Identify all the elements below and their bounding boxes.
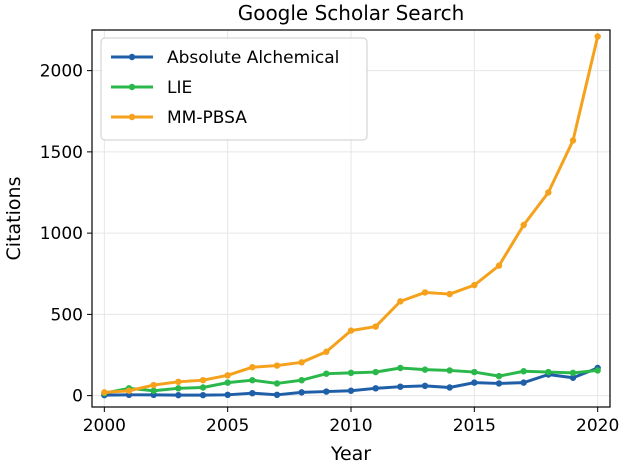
data-point (446, 367, 453, 374)
data-point (372, 385, 379, 392)
x-tick-label: 2005 (206, 416, 249, 436)
data-point (372, 323, 379, 330)
y-tick-label: 1000 (40, 224, 83, 244)
y-tick-label: 1500 (40, 143, 83, 163)
series-mm-pbsa (101, 33, 601, 396)
legend-item: LIE (111, 78, 192, 98)
data-point (224, 372, 231, 379)
data-point (545, 189, 552, 196)
x-tick-label: 2000 (83, 416, 126, 436)
data-point (298, 376, 305, 384)
data-point (520, 379, 527, 386)
data-point (273, 391, 281, 399)
x-tick-label: 2020 (576, 416, 619, 436)
y-axis-ticks: 0 500 1000 1500 2000 (40, 62, 92, 407)
data-point (175, 385, 182, 392)
data-point (446, 384, 453, 391)
legend-item: Absolute Alchemical (111, 48, 339, 68)
data-point (298, 389, 305, 396)
data-point (347, 327, 355, 334)
data-point (397, 364, 404, 372)
x-tick-label: 2010 (329, 416, 372, 436)
data-point (224, 379, 231, 386)
legend-label: Absolute Alchemical (167, 48, 339, 68)
legend-box (100, 37, 368, 141)
data-point (199, 391, 207, 399)
x-axis-label: Year (330, 443, 371, 464)
data-point (569, 137, 577, 144)
data-point (446, 290, 453, 298)
data-point (471, 368, 478, 376)
data-point (199, 384, 207, 391)
data-point (520, 368, 527, 375)
data-point (397, 298, 404, 305)
data-point (594, 33, 601, 40)
data-point (421, 289, 429, 296)
legend-item: MM-PBSA (111, 108, 247, 128)
legend: Absolute Alchemical LIE MM-PBSA (100, 37, 368, 141)
y-tick-label: 2000 (40, 62, 83, 82)
data-point (347, 369, 355, 377)
data-point (495, 262, 503, 269)
legend-label: MM-PBSA (167, 108, 247, 128)
data-point (298, 359, 305, 366)
data-point (594, 367, 601, 374)
data-point (199, 376, 207, 384)
data-point (471, 281, 478, 289)
data-point (421, 366, 429, 373)
data-point (323, 348, 330, 355)
data-point (569, 374, 577, 381)
data-point (372, 368, 379, 376)
series-group (101, 33, 601, 399)
data-point (150, 381, 157, 389)
data-point (520, 221, 527, 229)
data-point (323, 388, 330, 395)
data-point (421, 382, 429, 390)
data-point (471, 379, 478, 386)
legend-swatch-marker (128, 53, 136, 61)
legend-label: LIE (167, 78, 192, 98)
data-point (175, 391, 182, 399)
legend-swatch-marker (128, 113, 136, 121)
data-point (545, 368, 552, 376)
y-axis-label: Citations (3, 177, 25, 261)
data-point (397, 383, 404, 390)
data-point (495, 380, 503, 387)
data-point (569, 369, 577, 377)
data-point (175, 378, 182, 386)
data-point (150, 387, 157, 394)
data-point (323, 370, 330, 377)
data-point (273, 362, 281, 369)
chart-title: Google Scholar Search (238, 1, 465, 25)
series-lie (101, 364, 601, 397)
x-axis-ticks: 2000 2005 2010 2015 2020 (83, 407, 619, 436)
data-point (249, 389, 256, 397)
y-tick-label: 0 (72, 387, 83, 407)
data-point (347, 387, 355, 394)
data-point (249, 363, 256, 371)
data-point (495, 372, 503, 380)
y-tick-label: 500 (51, 305, 83, 325)
data-point (224, 391, 231, 399)
data-point (125, 387, 133, 394)
legend-swatch-marker (128, 83, 136, 91)
x-tick-label: 2015 (453, 416, 496, 436)
data-point (249, 376, 256, 384)
data-point (101, 389, 108, 396)
data-point (273, 380, 281, 387)
